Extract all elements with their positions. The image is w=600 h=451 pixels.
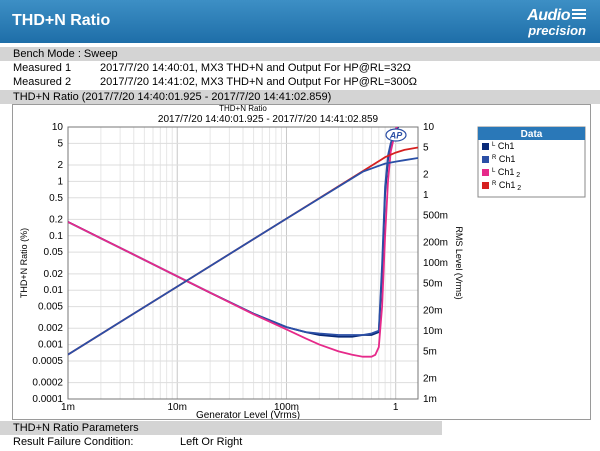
y-tick-label: 2	[57, 160, 63, 171]
y-tick-label: 0.1	[49, 231, 63, 242]
y2-tick-label: 200m	[423, 238, 448, 249]
chart-title: THD+N Ratio	[219, 105, 267, 113]
series-line-0	[68, 127, 400, 338]
measured-2-row: Measured 2 2017/7/20 14:41:02, MX3 THD+N…	[0, 75, 600, 89]
y-tick-label: 10	[52, 122, 64, 133]
plot-frame	[67, 126, 419, 400]
params-value: Left Or Right	[180, 436, 243, 448]
measured-2-label: Measured 2	[13, 76, 72, 88]
measured-2-text: 2017/7/20 14:41:02, MX3 THD+N and Output…	[100, 76, 417, 88]
y-tick-label: 0.0002	[32, 378, 63, 389]
audio-precision-logo: Audio precision	[490, 5, 586, 39]
y2-tick-label: 20m	[423, 306, 442, 317]
measured-1-row: Measured 1 2017/7/20 14:40:01, MX3 THD+N…	[0, 61, 600, 75]
y-tick-label: 0.0001	[32, 394, 63, 405]
y2-tick-label: 2	[423, 170, 429, 181]
y-tick-label: 0.001	[38, 340, 63, 351]
legend-entry: R Ch1 2	[492, 180, 521, 192]
x-tick-label: 1m	[61, 402, 75, 413]
y-tick-label: 5	[57, 138, 63, 149]
y2-tick-label: 10m	[423, 326, 442, 337]
y2-tick-label: 2m	[423, 374, 437, 385]
legend-title: Data	[521, 129, 543, 140]
header-bar: THD+N Ratio Audio precision	[0, 0, 600, 43]
x-tick-label: 100m	[274, 402, 299, 413]
logo-bars-icon	[572, 9, 586, 21]
measured-1-text: 2017/7/20 14:40:01, MX3 THD+N and Output…	[100, 62, 411, 74]
y-tick-label: 0.005	[38, 302, 63, 313]
params-label: Result Failure Condition:	[13, 436, 134, 448]
page-title: THD+N Ratio	[12, 12, 111, 29]
legend-swatch	[482, 169, 489, 176]
series-line-2	[68, 127, 398, 358]
x-tick-label: 1	[393, 402, 399, 413]
y2-tick-label: 1m	[423, 394, 437, 405]
y-tick-label: 0.002	[38, 323, 63, 334]
logo-audio-text: Audio	[527, 7, 570, 24]
bench-mode-row: Bench Mode : Sweep	[0, 47, 600, 61]
legend-entry: R Ch1	[492, 154, 515, 164]
bench-mode-text: Bench Mode : Sweep	[13, 48, 118, 60]
y2-tick-label: 500m	[423, 210, 448, 221]
legend-swatch	[482, 156, 489, 163]
chart-panel: THD+N Ratio 2017/7/20 14:40:01.925 - 2017…	[12, 104, 591, 421]
series-line-1	[68, 127, 398, 336]
y-tick-label: 0.01	[44, 285, 64, 296]
y-tick-label: 1	[57, 176, 63, 187]
y2-tick-label: 5m	[423, 346, 437, 357]
x-axis-label: Generator Level (Vrms)	[196, 410, 300, 419]
series-line-4	[68, 157, 418, 356]
legend-swatch	[482, 182, 489, 189]
params-title-row: THD+N Ratio Parameters	[0, 421, 442, 435]
y2-tick-label: 1	[423, 190, 429, 201]
y2-tick-label: 50m	[423, 278, 442, 289]
legend-entry: L Ch1 2	[492, 167, 520, 179]
y2-tick-label: 5	[423, 142, 429, 153]
y2-axis-label: RMS Level (Vrms)	[454, 226, 464, 299]
y-tick-label: 0.0005	[32, 356, 63, 367]
legend-entry: L Ch1	[492, 141, 514, 151]
y-tick-label: 0.05	[44, 247, 64, 258]
ap-annotation-badge	[385, 128, 407, 142]
legend-swatch	[482, 143, 489, 150]
section-title: THD+N Ratio (2017/7/20 14:40:01.925 - 20…	[13, 91, 332, 103]
y-tick-label: 0.5	[49, 193, 63, 204]
measured-1-label: Measured 1	[13, 62, 72, 74]
y2-tick-label: 100m	[423, 258, 448, 269]
chart-subtitle: 2017/7/20 14:40:01.925 - 2017/7/20 14:41…	[158, 114, 379, 125]
logo-precision-text: precision	[528, 23, 586, 38]
section-title-row: THD+N Ratio (2017/7/20 14:40:01.925 - 20…	[0, 90, 600, 104]
y2-tick-label: 10	[423, 122, 435, 133]
ap-annotation-text: AP	[389, 131, 403, 141]
params-row: Result Failure Condition: Left Or Right	[0, 435, 600, 449]
y-tick-label: 0.2	[49, 214, 63, 225]
x-tick-label: 10m	[168, 402, 187, 413]
y-axis-label: THD+N Ratio (%)	[19, 228, 29, 298]
legend-header	[478, 127, 585, 140]
y-tick-label: 0.02	[44, 269, 64, 280]
params-title: THD+N Ratio Parameters	[13, 422, 139, 434]
